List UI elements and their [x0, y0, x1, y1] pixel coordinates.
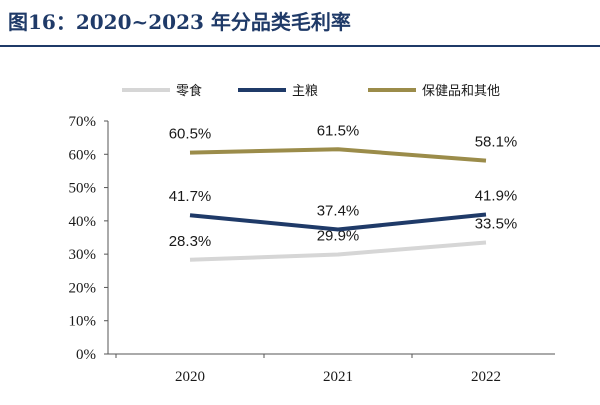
data-label: 41.7% — [169, 188, 212, 205]
data-label: 37.4% — [317, 203, 360, 220]
data-label: 61.5% — [317, 122, 360, 139]
y-tick-label: 10% — [69, 314, 97, 330]
y-tick-label: 0% — [76, 347, 96, 363]
legend-label-3: 保健品和其他 — [422, 84, 500, 99]
series-line-1 — [189, 240, 487, 262]
x-tick-label: 2021 — [323, 369, 353, 385]
data-label: 60.5% — [169, 126, 212, 143]
legend-label-2: 主粮 — [292, 84, 318, 99]
data-label: 29.9% — [317, 227, 360, 244]
legend-label-1: 零食 — [176, 83, 202, 99]
y-tick-label: 70% — [69, 114, 97, 130]
data-label: 41.9% — [475, 188, 518, 205]
series-line-3 — [189, 147, 487, 163]
x-tick-label: 2020 — [175, 369, 205, 385]
data-label: 33.5% — [475, 215, 518, 232]
data-label: 28.3% — [169, 233, 212, 250]
y-tick-label: 40% — [69, 214, 97, 230]
figure-title: 图16：2020~2023 年分品类毛利率 — [8, 10, 351, 34]
y-tick-label: 50% — [69, 181, 97, 197]
series-line-2 — [189, 212, 487, 232]
title-rule — [0, 45, 600, 47]
x-tick-label: 2022 — [471, 369, 501, 385]
y-tick-label: 20% — [69, 280, 97, 296]
y-tick-label: 60% — [69, 147, 97, 163]
y-tick-label: 30% — [69, 247, 97, 263]
data-label: 58.1% — [475, 134, 518, 151]
